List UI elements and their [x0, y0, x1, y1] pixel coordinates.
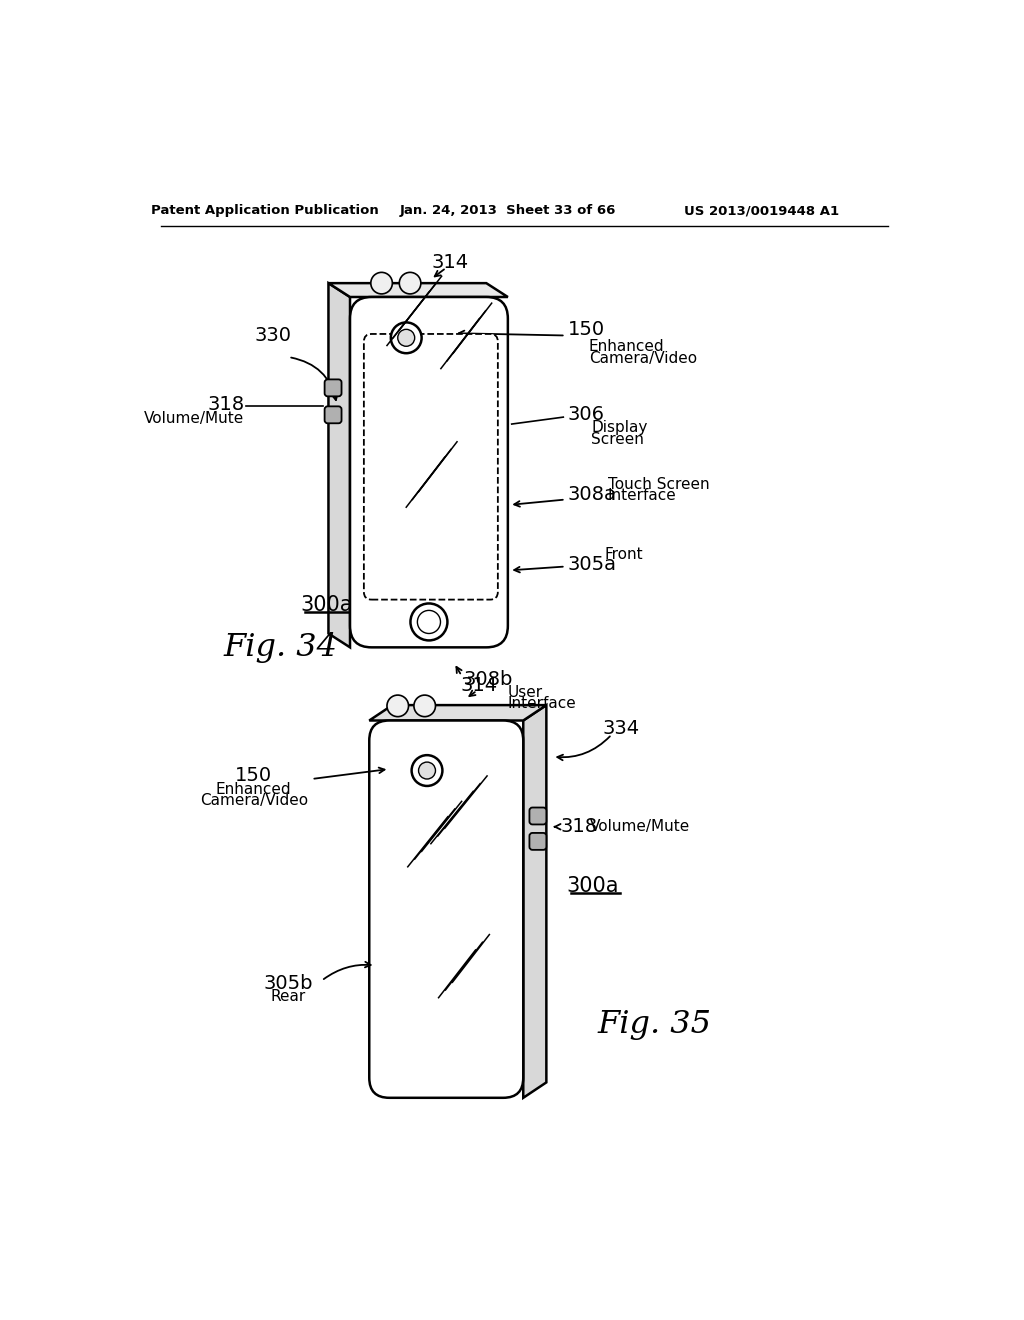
- FancyBboxPatch shape: [364, 334, 498, 599]
- Text: 305a: 305a: [568, 556, 616, 574]
- Text: Enhanced: Enhanced: [589, 339, 665, 354]
- Polygon shape: [370, 705, 547, 721]
- Polygon shape: [329, 284, 508, 297]
- Text: Display: Display: [591, 420, 647, 436]
- Text: 314: 314: [431, 253, 469, 272]
- Text: Interface: Interface: [608, 488, 677, 503]
- Text: Touch Screen: Touch Screen: [608, 477, 710, 491]
- Text: 308a: 308a: [568, 486, 616, 504]
- Text: Fig. 34: Fig. 34: [223, 632, 338, 663]
- FancyBboxPatch shape: [529, 833, 547, 850]
- FancyBboxPatch shape: [325, 407, 342, 424]
- Text: Volume/Mute: Volume/Mute: [144, 411, 245, 426]
- Text: 314: 314: [461, 676, 498, 696]
- Text: Screen: Screen: [591, 432, 644, 447]
- Text: 318: 318: [208, 395, 245, 414]
- Circle shape: [414, 696, 435, 717]
- Text: Jan. 24, 2013  Sheet 33 of 66: Jan. 24, 2013 Sheet 33 of 66: [399, 205, 616, 218]
- Circle shape: [418, 610, 440, 634]
- Text: 306: 306: [568, 404, 605, 424]
- FancyBboxPatch shape: [350, 297, 508, 647]
- Text: 318: 318: [560, 817, 597, 837]
- Text: 300a: 300a: [566, 876, 618, 896]
- Text: Enhanced: Enhanced: [216, 781, 292, 796]
- Polygon shape: [523, 705, 547, 1098]
- Text: User: User: [508, 685, 543, 700]
- Text: US 2013/0019448 A1: US 2013/0019448 A1: [684, 205, 840, 218]
- Circle shape: [391, 322, 422, 354]
- Text: 330: 330: [255, 326, 292, 345]
- Text: Front: Front: [604, 546, 643, 562]
- Circle shape: [387, 696, 409, 717]
- Text: Rear: Rear: [270, 989, 306, 1003]
- Text: Camera/Video: Camera/Video: [200, 793, 308, 808]
- Text: 305b: 305b: [263, 974, 313, 994]
- Text: Interface: Interface: [508, 696, 577, 711]
- FancyBboxPatch shape: [370, 721, 523, 1098]
- Text: 150: 150: [236, 767, 272, 785]
- Text: 334: 334: [602, 718, 640, 738]
- Circle shape: [397, 330, 415, 346]
- Circle shape: [371, 272, 392, 294]
- Text: Fig. 35: Fig. 35: [597, 1010, 711, 1040]
- Text: 150: 150: [568, 319, 605, 339]
- FancyBboxPatch shape: [529, 808, 547, 825]
- Circle shape: [399, 272, 421, 294]
- Circle shape: [411, 603, 447, 640]
- Text: 308b: 308b: [463, 671, 513, 689]
- Text: Camera/Video: Camera/Video: [589, 351, 697, 366]
- Text: Volume/Mute: Volume/Mute: [590, 820, 690, 834]
- FancyBboxPatch shape: [325, 379, 342, 396]
- Polygon shape: [329, 284, 350, 647]
- Circle shape: [419, 762, 435, 779]
- Text: Patent Application Publication: Patent Application Publication: [152, 205, 379, 218]
- Circle shape: [412, 755, 442, 785]
- Text: 300a: 300a: [301, 595, 353, 615]
